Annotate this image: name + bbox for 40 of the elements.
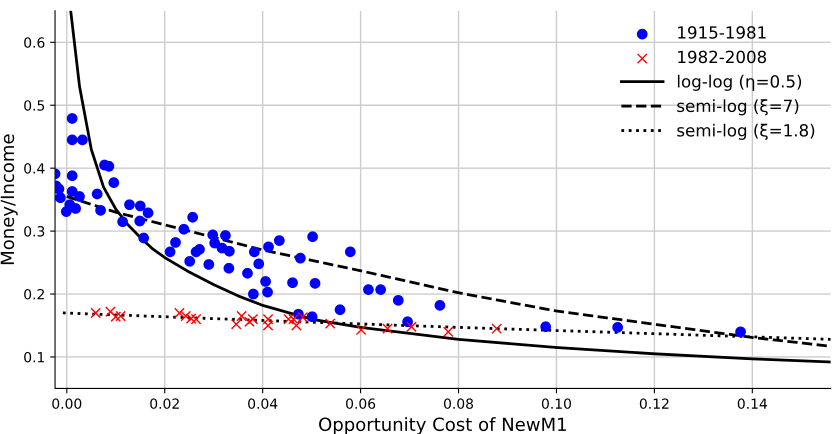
point	[186, 313, 197, 324]
point	[244, 316, 255, 328]
point	[174, 308, 185, 318]
x-tick-label: 0.08	[444, 398, 474, 409]
legend-label: semi-log (ξ=7)	[677, 99, 798, 116]
x-tick-label: 0.04	[248, 398, 278, 409]
y-tick-label: 0.5	[24, 100, 44, 111]
legend-label: 1915-1981	[678, 26, 766, 39]
point	[291, 320, 302, 331]
point	[110, 311, 122, 322]
point	[236, 310, 247, 322]
x-tick-label: 0.02	[150, 398, 179, 409]
x-tick-label: 0.14	[738, 398, 767, 409]
point	[356, 324, 366, 336]
point	[115, 310, 126, 322]
point	[262, 314, 274, 325]
x-tick-label: 0.12	[640, 398, 668, 409]
x-tick-label: 0.10	[542, 398, 571, 409]
point	[105, 306, 116, 318]
point	[262, 320, 274, 331]
legend-label: semi-log (ξ=1.8)	[677, 124, 814, 140]
point	[90, 308, 102, 318]
point	[406, 321, 417, 332]
point	[382, 323, 393, 334]
legend-label: 1982-2008	[678, 50, 766, 64]
y-tick-label: 0.1	[24, 352, 44, 362]
point	[248, 314, 258, 325]
legend-label: log-log (η=0.5)	[678, 74, 802, 91]
point	[283, 314, 294, 325]
point	[442, 326, 454, 338]
y-tick-label: 0.3	[24, 226, 44, 237]
y-tick-label: 0.6	[24, 37, 44, 48]
x-tick-label: 0.00	[52, 398, 82, 409]
y-tick-label: 0.2	[24, 289, 44, 300]
point	[491, 323, 502, 334]
x-tick-label: 0.06	[346, 398, 376, 409]
point	[230, 318, 242, 330]
point	[324, 318, 336, 329]
y-tick-label: 0.4	[24, 163, 45, 174]
y-axis-title: Money/Income	[0, 134, 18, 264]
